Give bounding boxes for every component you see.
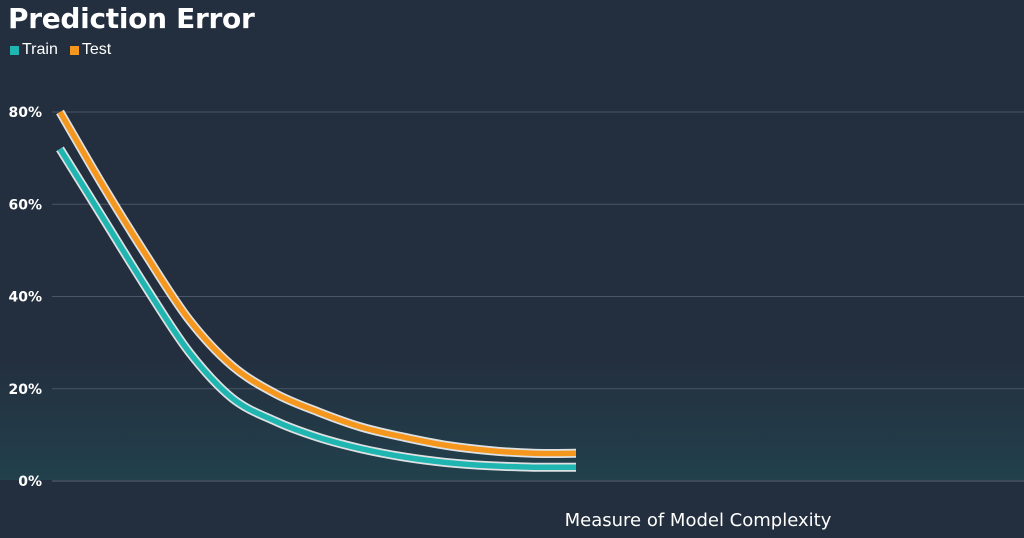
series-line-test [57,110,577,457]
y-tick-label: 20% [8,382,42,398]
legend-item-train: Train [10,41,58,59]
legend-item-test: Test [69,41,112,59]
x-axis-label: Measure of Model Complexity [565,510,832,531]
y-axis-ticks: 0% 20% 40% 60% 80% [8,105,42,490]
series-lines [56,109,577,472]
chart-title: Prediction Error [8,2,255,35]
legend-swatch-test [69,45,79,55]
legend-label-train: Train [22,41,58,58]
legend: Train Test [10,41,111,59]
plot-floor-glow [0,360,1024,480]
legend-label-test: Test [81,41,112,58]
y-tick-label: 40% [8,290,42,306]
y-tick-label: 0% [18,474,42,490]
legend-swatch-train [10,45,19,55]
series-line-train [57,147,577,471]
y-tick-label: 80% [8,105,42,121]
y-tick-label: 60% [8,197,42,213]
gridlines [52,111,1024,482]
